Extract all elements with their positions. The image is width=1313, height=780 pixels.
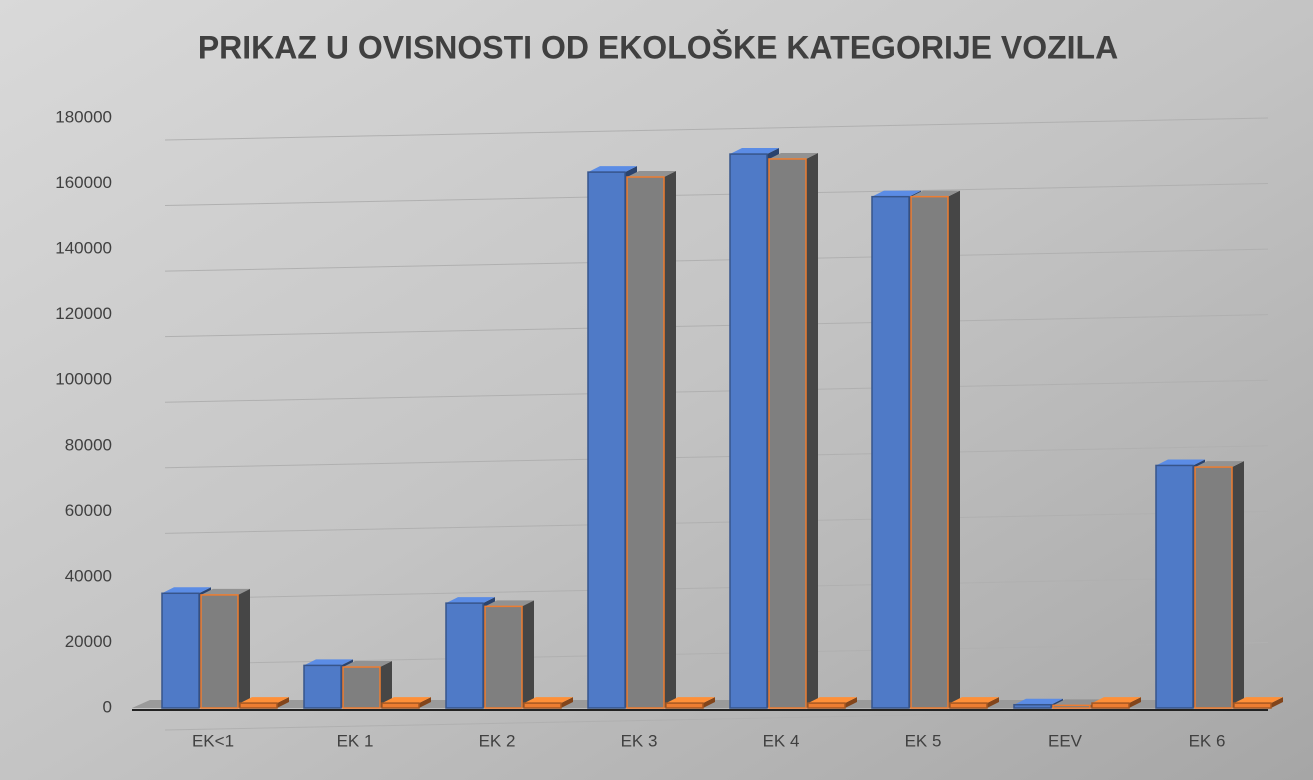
bar <box>1052 704 1091 709</box>
bar-top <box>524 697 573 704</box>
bar-top <box>1014 698 1063 705</box>
bar <box>665 702 704 709</box>
bar <box>303 664 342 709</box>
x-tick-label: EK 1 <box>337 731 374 750</box>
bar <box>342 666 381 709</box>
y-tick-label: 120000 <box>55 304 112 323</box>
grid-line <box>164 707 1269 731</box>
bar-side <box>1271 697 1283 708</box>
bar <box>1013 703 1052 709</box>
bar <box>1233 702 1272 709</box>
bar <box>1194 466 1233 709</box>
grid-line <box>164 248 1269 272</box>
x-tick-label: EEV <box>1048 731 1083 750</box>
bar <box>949 702 988 709</box>
x-tick-label: EK 6 <box>1189 731 1226 750</box>
y-tick-label: 20000 <box>65 632 112 651</box>
bar-side <box>419 697 431 708</box>
bar-top <box>769 152 818 159</box>
grid-line <box>164 379 1269 403</box>
bar-side <box>522 600 534 708</box>
bar <box>523 702 562 709</box>
x-tick-label: EK 4 <box>763 731 800 750</box>
bar-top <box>485 600 534 607</box>
grid-line <box>164 445 1269 469</box>
bar-top <box>201 588 250 595</box>
bar-top <box>808 697 857 704</box>
grid-line <box>164 576 1269 600</box>
y-tick-label: 160000 <box>55 173 112 192</box>
y-tick-label: 100000 <box>55 370 112 389</box>
y-tick-label: 0 <box>103 697 112 716</box>
bar-top <box>162 587 211 594</box>
bar-side <box>948 190 960 708</box>
bar <box>445 602 484 709</box>
bar-side <box>277 697 289 708</box>
bar <box>626 176 665 709</box>
bar-side <box>987 697 999 708</box>
chart-title: PRIKAZ U OVISNOSTI OD EKOLOŠKE KATEGORIJ… <box>198 29 1118 65</box>
bar-top <box>382 697 431 704</box>
bar-top <box>1092 697 1141 704</box>
bar-top <box>1053 699 1102 706</box>
bar-side <box>845 697 857 708</box>
bar <box>1091 702 1130 709</box>
bar-top <box>872 190 921 197</box>
bar <box>768 158 807 709</box>
bar-top <box>446 597 495 604</box>
y-tick-label: 40000 <box>65 566 112 585</box>
bar-top <box>950 697 999 704</box>
grid-line <box>164 117 1269 141</box>
bar-top <box>730 148 779 155</box>
bar <box>381 702 420 709</box>
x-tick-label: EK<1 <box>192 731 234 750</box>
bar-side <box>1232 461 1244 708</box>
bar-top <box>911 190 960 197</box>
y-tick-label: 80000 <box>65 435 112 454</box>
bar <box>871 195 910 709</box>
bar-top <box>304 659 353 666</box>
bar-top <box>1195 461 1244 468</box>
bar <box>161 592 200 709</box>
bar <box>729 153 768 709</box>
bar <box>587 171 626 709</box>
grid-line <box>164 183 1269 207</box>
bar <box>910 195 949 709</box>
bar <box>484 605 523 709</box>
y-tick-label: 140000 <box>55 239 112 258</box>
bar-side <box>380 661 392 708</box>
bar-top <box>343 661 392 668</box>
bar-side <box>561 697 573 708</box>
y-tick-label: 180000 <box>55 107 112 126</box>
grid-line <box>164 510 1269 534</box>
bar <box>239 702 278 709</box>
bar <box>200 594 239 709</box>
bar-side <box>238 588 250 708</box>
bar-top <box>588 166 637 173</box>
x-tick-label: EK 5 <box>905 731 942 750</box>
bar <box>1155 464 1194 709</box>
bar <box>807 702 846 709</box>
bar-top <box>1234 697 1283 704</box>
y-tick-label: 60000 <box>65 501 112 520</box>
x-tick-label: EK 2 <box>479 731 516 750</box>
bar-side <box>1129 697 1141 708</box>
bar-top <box>666 697 715 704</box>
bar-top <box>240 697 289 704</box>
bar-top <box>627 171 676 177</box>
grid-line <box>164 314 1269 338</box>
bar-side <box>664 171 676 708</box>
x-tick-label: EK 3 <box>621 731 658 750</box>
bar-top <box>1156 459 1205 466</box>
bar-side <box>703 697 715 708</box>
bar-side <box>806 152 818 708</box>
